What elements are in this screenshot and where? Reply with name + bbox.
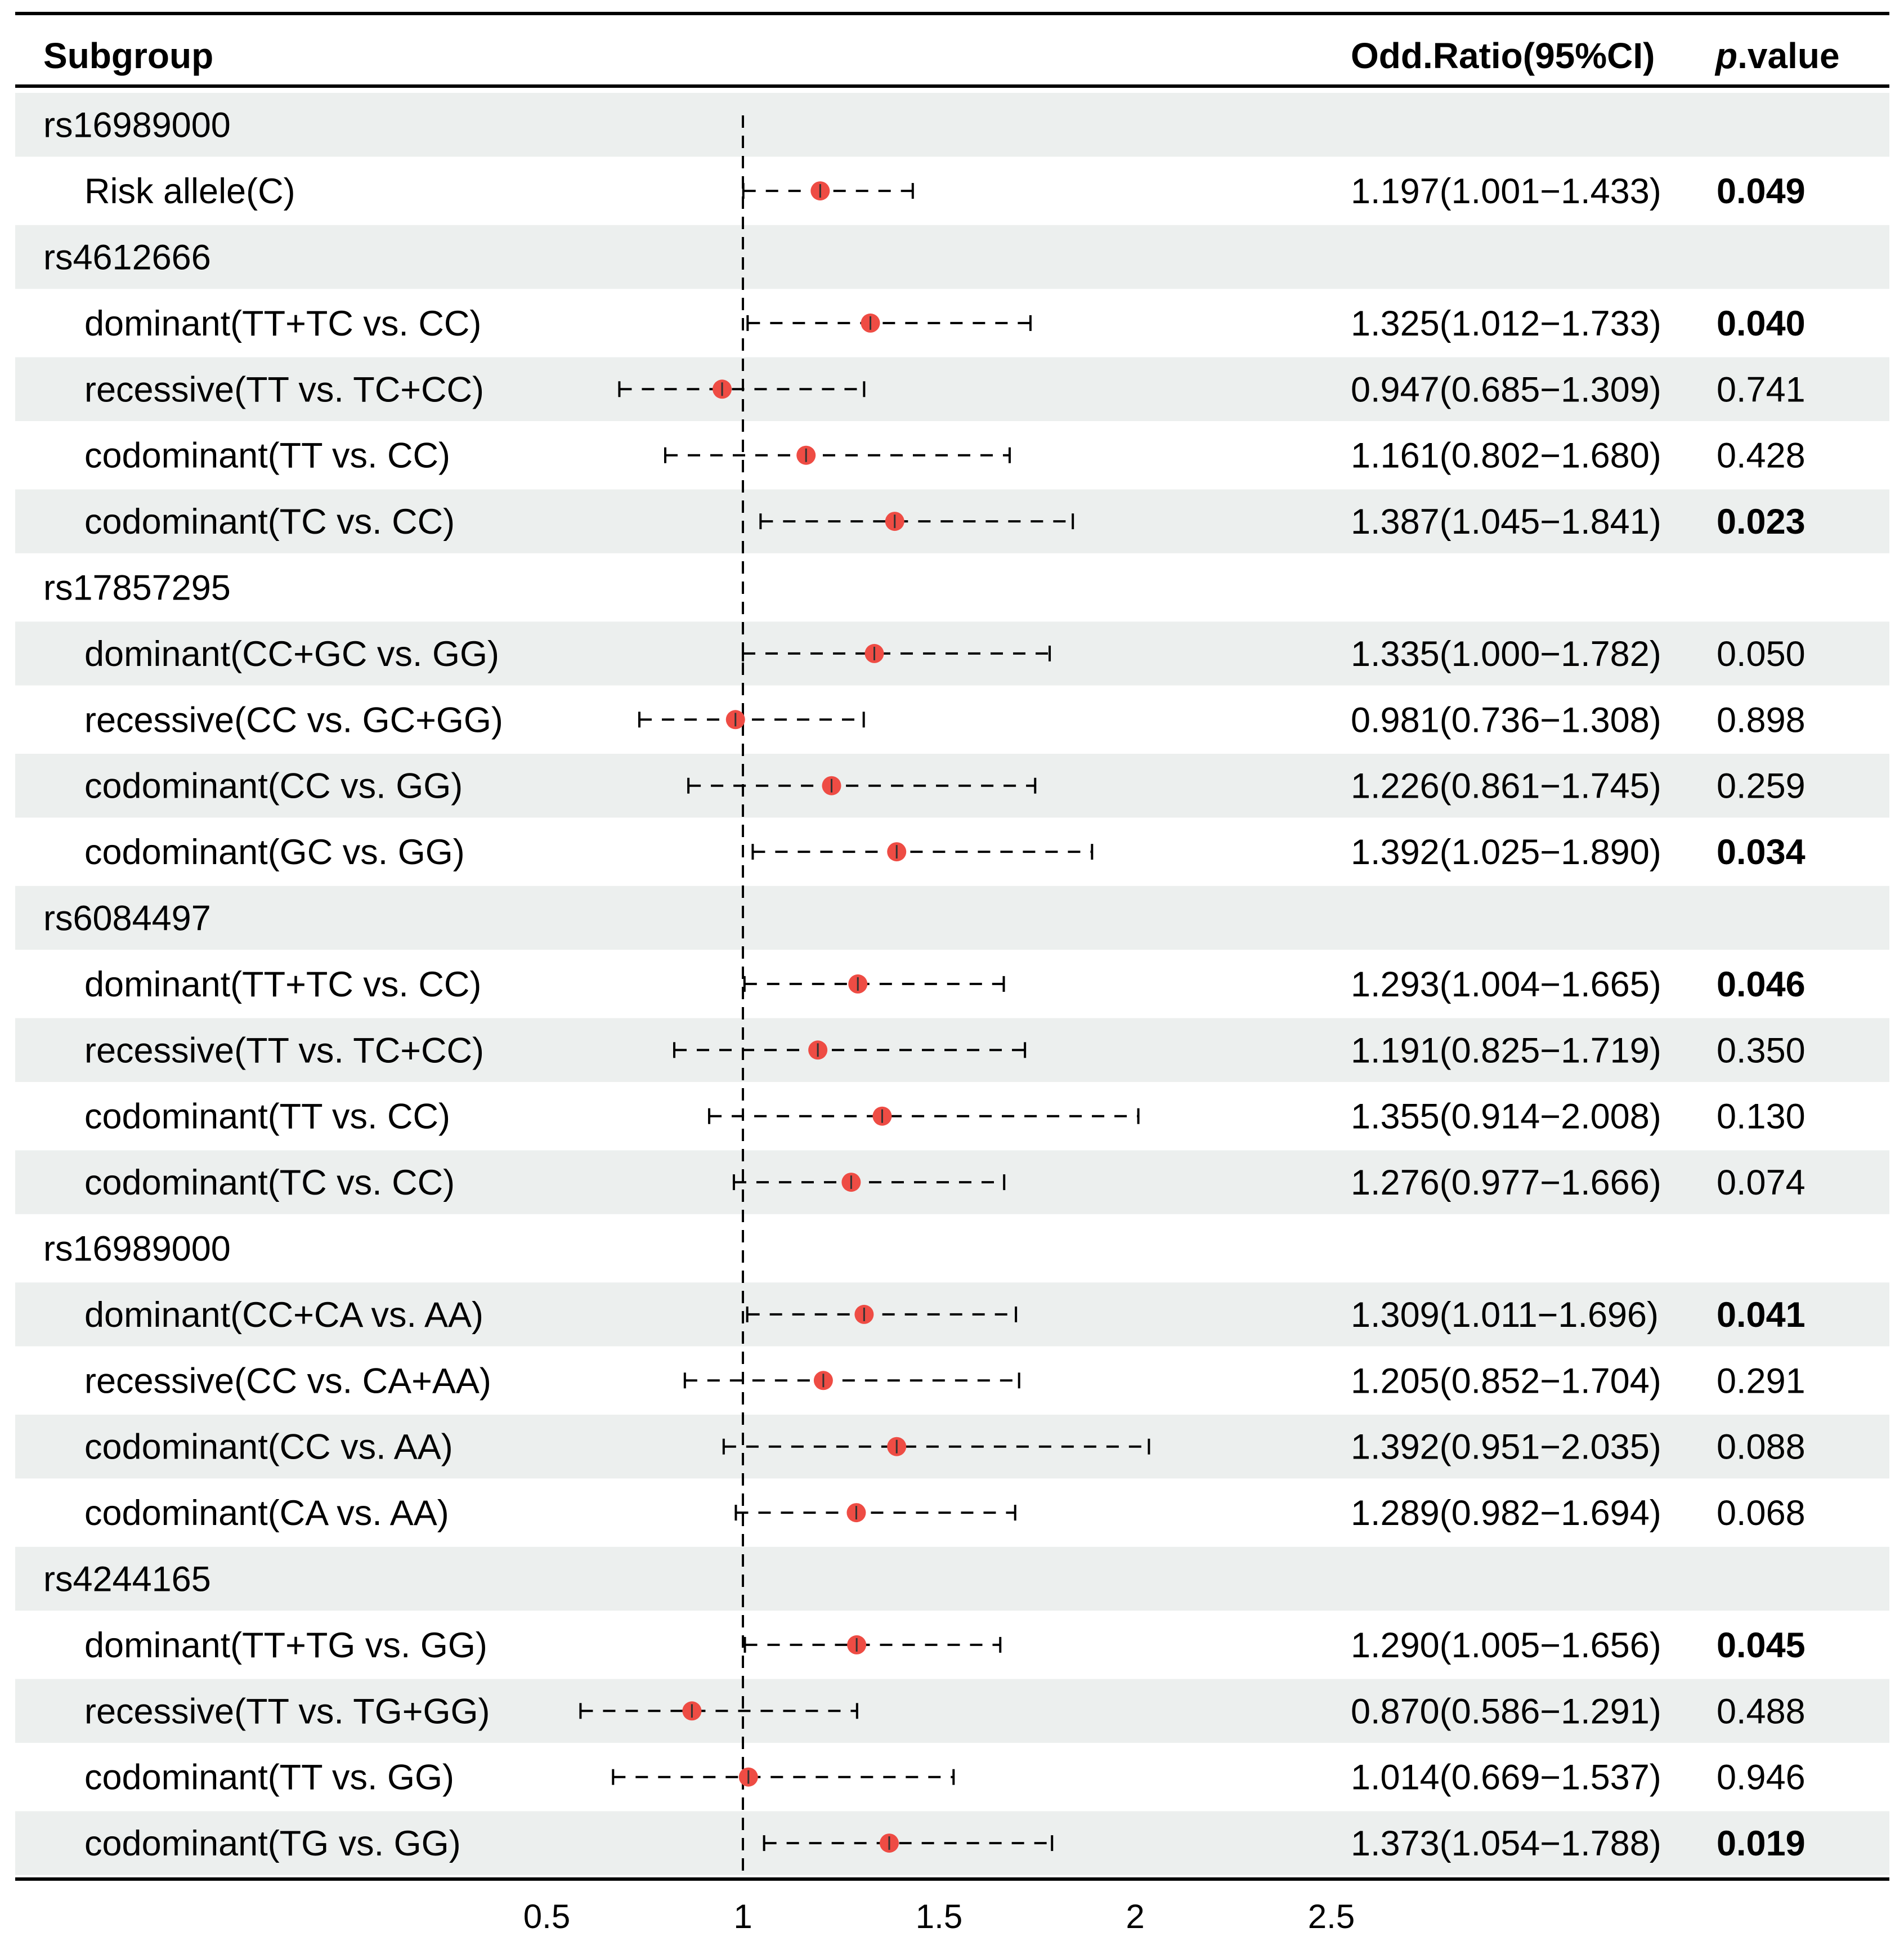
p-value-text: 0.741 bbox=[1717, 370, 1806, 409]
or-ci-text: 0.981(0.736−1.308) bbox=[1351, 700, 1661, 740]
or-ci-text: 1.290(1.005−1.656) bbox=[1351, 1626, 1661, 1665]
subgroup-label: dominant(TT+TG vs. GG) bbox=[84, 1626, 487, 1665]
header-p-value: p.value bbox=[1714, 35, 1840, 76]
subgroup-label: codominant(TT vs. CC) bbox=[84, 436, 450, 476]
rows: rs16989000 Risk allele(C) 1.197(1.001−1.43… bbox=[43, 106, 1806, 1863]
header-odds-ratio: Odd.Ratio(95%CI) bbox=[1351, 35, 1655, 76]
row-band bbox=[15, 1150, 1889, 1214]
subgroup-label: dominant(TT+TC vs. CC) bbox=[84, 965, 481, 1004]
subgroup-label: codominant(CC vs. GG) bbox=[84, 767, 463, 806]
row-band bbox=[15, 357, 1889, 421]
subgroup-label: recessive(TT vs. TG+GG) bbox=[84, 1692, 490, 1731]
subgroup-label: dominant(CC+CA vs. AA) bbox=[84, 1295, 483, 1335]
x-tick-label: 2.5 bbox=[1308, 1898, 1355, 1935]
subgroup-label: codominant(TC vs. CC) bbox=[84, 502, 455, 542]
subgroup-label: codominant(GC vs. GG) bbox=[84, 833, 465, 872]
p-value-text: 0.074 bbox=[1717, 1163, 1806, 1202]
snp-label: rs4244165 bbox=[43, 1560, 211, 1599]
row-band bbox=[15, 93, 1889, 157]
or-ci-text: 1.387(1.045−1.841) bbox=[1351, 502, 1661, 542]
snp-label: rs4612666 bbox=[43, 238, 211, 278]
p-value-text: 0.946 bbox=[1717, 1758, 1806, 1797]
subgroup-label: recessive(TT vs. TC+CC) bbox=[84, 370, 484, 409]
or-ci-text: 1.293(1.004−1.665) bbox=[1351, 965, 1661, 1004]
or-ci-text: 1.392(1.025−1.890) bbox=[1351, 833, 1661, 872]
p-value-text: 0.034 bbox=[1717, 833, 1806, 872]
p-value-text: 0.488 bbox=[1717, 1692, 1806, 1731]
p-value-text: 0.088 bbox=[1717, 1428, 1806, 1467]
p-value-text: 0.023 bbox=[1717, 502, 1806, 542]
p-value-text: 0.045 bbox=[1717, 1626, 1806, 1665]
subgroup-label: codominant(CA vs. AA) bbox=[84, 1493, 449, 1533]
subgroup-label: codominant(CC vs. AA) bbox=[84, 1428, 453, 1467]
row-band bbox=[15, 1546, 1889, 1611]
snp-label: rs16989000 bbox=[43, 1229, 231, 1269]
p-value-text: 0.049 bbox=[1717, 172, 1806, 211]
subgroup-label: codominant(TC vs. CC) bbox=[84, 1163, 455, 1202]
or-ci-text: 1.197(1.001−1.433) bbox=[1351, 172, 1661, 211]
or-ci-text: 0.870(0.586−1.291) bbox=[1351, 1692, 1661, 1731]
p-value-text: 0.050 bbox=[1717, 634, 1806, 674]
or-ci-text: 1.161(0.802−1.680) bbox=[1351, 436, 1661, 476]
x-axis: 0.5 1 1.5 2 2.5 bbox=[523, 1898, 1355, 1935]
or-ci-text: 1.205(0.852−1.704) bbox=[1351, 1361, 1661, 1401]
p-value-text: 0.428 bbox=[1717, 436, 1806, 476]
or-ci-text: 1.226(0.861−1.745) bbox=[1351, 767, 1661, 806]
subgroup-label: Risk allele(C) bbox=[84, 172, 295, 211]
or-ci-text: 0.947(0.685−1.309) bbox=[1351, 370, 1661, 409]
x-tick-label: 2 bbox=[1126, 1898, 1144, 1935]
row-band bbox=[15, 225, 1889, 289]
p-value-text: 0.041 bbox=[1717, 1295, 1806, 1335]
x-tick-label: 1 bbox=[733, 1898, 752, 1935]
or-ci-text: 1.373(1.054−1.788) bbox=[1351, 1824, 1661, 1863]
p-value-text: 0.040 bbox=[1717, 304, 1806, 343]
or-ci-text: 1.191(0.825−1.719) bbox=[1351, 1031, 1661, 1070]
p-value-text: 0.046 bbox=[1717, 965, 1806, 1004]
p-value-text: 0.291 bbox=[1717, 1361, 1806, 1401]
row-band bbox=[15, 754, 1889, 818]
subgroup-label: recessive(CC vs. GC+GG) bbox=[84, 700, 503, 740]
row-band bbox=[15, 1679, 1889, 1743]
p-value-text: 0.350 bbox=[1717, 1031, 1806, 1070]
subgroup-label: codominant(TT vs. GG) bbox=[84, 1758, 454, 1797]
or-ci-text: 1.335(1.000−1.782) bbox=[1351, 634, 1661, 674]
subgroup-label: codominant(TT vs. CC) bbox=[84, 1097, 450, 1137]
or-ci-text: 1.325(1.012−1.733) bbox=[1351, 304, 1661, 343]
subgroup-label: dominant(TT+TC vs. CC) bbox=[84, 304, 481, 343]
or-ci-text: 1.276(0.977−1.666) bbox=[1351, 1163, 1661, 1202]
p-value-text: 0.068 bbox=[1717, 1493, 1806, 1533]
subgroup-label: codominant(TG vs. GG) bbox=[84, 1824, 461, 1863]
header-p-italic: p bbox=[1714, 35, 1737, 76]
or-ci-text: 1.392(0.951−2.035) bbox=[1351, 1428, 1661, 1467]
p-value-text: 0.019 bbox=[1717, 1824, 1806, 1863]
subgroup-label: recessive(CC vs. CA+AA) bbox=[84, 1361, 491, 1401]
or-ci-text: 1.309(1.011−1.696) bbox=[1351, 1295, 1659, 1335]
subgroup-label: recessive(TT vs. TC+CC) bbox=[84, 1031, 484, 1070]
row-band bbox=[15, 885, 1889, 950]
or-ci-text: 1.014(0.669−1.537) bbox=[1351, 1758, 1661, 1797]
p-value-text: 0.259 bbox=[1717, 767, 1806, 806]
header-subgroup: Subgroup bbox=[43, 35, 213, 76]
subgroup-label: dominant(CC+GC vs. GG) bbox=[84, 634, 499, 674]
p-value-text: 0.130 bbox=[1717, 1097, 1806, 1137]
x-tick-label: 1.5 bbox=[916, 1898, 962, 1935]
x-tick-label: 0.5 bbox=[523, 1898, 570, 1935]
or-ci-text: 1.355(0.914−2.008) bbox=[1351, 1097, 1661, 1137]
p-value-text: 0.898 bbox=[1717, 700, 1806, 740]
snp-label: rs6084497 bbox=[43, 899, 211, 938]
or-ci-text: 1.289(0.982−1.694) bbox=[1351, 1493, 1661, 1533]
snp-label: rs17857295 bbox=[43, 569, 231, 608]
snp-label: rs16989000 bbox=[43, 106, 231, 145]
header-p-suffix: .value bbox=[1737, 35, 1839, 76]
